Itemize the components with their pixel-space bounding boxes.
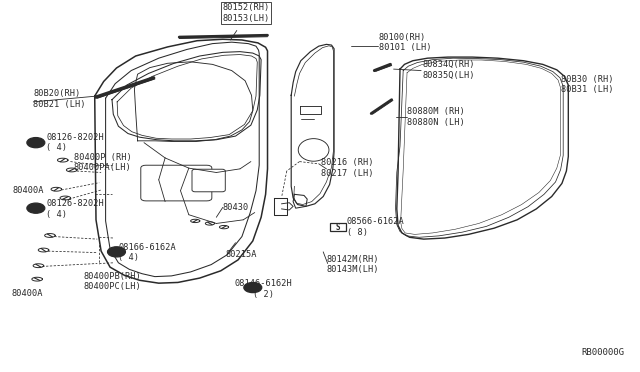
Bar <box>330 223 346 231</box>
Ellipse shape <box>298 139 329 161</box>
Circle shape <box>244 282 262 293</box>
Text: RB00000G: RB00000G <box>581 348 624 357</box>
Text: 80400P (RH)
80400PA(LH): 80400P (RH) 80400PA(LH) <box>74 153 131 172</box>
Text: 08126-8202H
( 4): 08126-8202H ( 4) <box>46 199 104 219</box>
Circle shape <box>108 247 125 257</box>
Text: S: S <box>335 222 340 232</box>
Text: 80B30 (RH)
80B31 (LH): 80B30 (RH) 80B31 (LH) <box>561 75 613 94</box>
Circle shape <box>27 203 45 213</box>
Text: 08566-6162A
( 8): 08566-6162A ( 8) <box>347 217 404 237</box>
Text: 80B20(RH)
80B21 (LH): 80B20(RH) 80B21 (LH) <box>33 89 86 109</box>
Circle shape <box>27 138 45 148</box>
Text: 80400A: 80400A <box>12 289 43 298</box>
FancyBboxPatch shape <box>141 165 212 201</box>
Text: 08146-6162H
( 2): 08146-6162H ( 2) <box>235 279 292 299</box>
Text: 80880M (RH)
80880N (LH): 80880M (RH) 80880N (LH) <box>407 108 465 127</box>
Text: 80400A: 80400A <box>13 186 44 195</box>
Text: B: B <box>33 204 38 213</box>
Text: B: B <box>114 247 119 256</box>
Text: 80400PB(RH)
80400PC(LH): 80400PB(RH) 80400PC(LH) <box>83 272 141 291</box>
FancyBboxPatch shape <box>192 169 225 192</box>
Text: 80216 (RH)
80217 (LH): 80216 (RH) 80217 (LH) <box>321 158 374 178</box>
Text: B: B <box>250 283 255 292</box>
Text: 80215A: 80215A <box>225 250 257 259</box>
Text: 80834Q(RH)
80835Q(LH): 80834Q(RH) 80835Q(LH) <box>422 60 475 80</box>
Text: B: B <box>33 138 38 147</box>
Text: 80430: 80430 <box>223 203 249 212</box>
Text: 80142M(RH)
80143M(LH): 80142M(RH) 80143M(LH) <box>326 255 379 274</box>
Text: 08126-8202H
( 4): 08126-8202H ( 4) <box>46 133 104 153</box>
Text: 80100(RH)
80101 (LH): 80100(RH) 80101 (LH) <box>379 33 431 52</box>
Text: 08166-6162A
( 4): 08166-6162A ( 4) <box>118 243 176 262</box>
Text: 80152(RH)
80153(LH): 80152(RH) 80153(LH) <box>223 3 270 22</box>
